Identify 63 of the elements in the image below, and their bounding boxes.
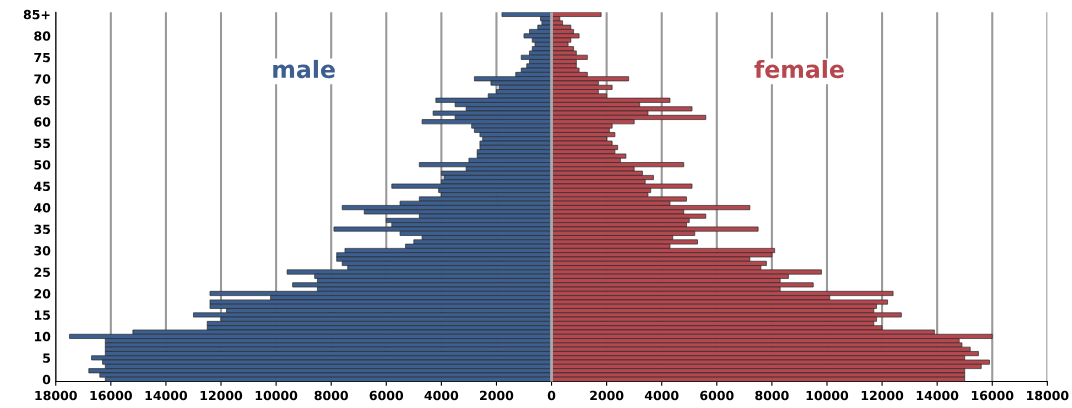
- y-tick-label: 85+: [23, 9, 50, 20]
- bar: [551, 226, 759, 232]
- bar: [551, 183, 693, 189]
- bar: [336, 256, 552, 262]
- x-tick-label: 6000: [700, 390, 734, 401]
- x-tick-label: 18000: [35, 390, 77, 401]
- x-tick-label: 8000: [755, 390, 789, 401]
- x-tick-label: 8000: [314, 390, 348, 401]
- text: male: [273, 59, 335, 79]
- bar: [551, 76, 630, 82]
- bar: [523, 33, 552, 39]
- bar: [432, 110, 552, 116]
- y-tick-label: 35: [34, 224, 51, 234]
- x-tick-label: 10000: [255, 390, 298, 401]
- y-tick-label: 65: [34, 95, 51, 106]
- bar: [551, 33, 580, 39]
- x-tick-label: 12000: [200, 390, 243, 401]
- y-tick-label: 55: [34, 138, 51, 149]
- bar: [551, 97, 671, 103]
- y-tick-label: 30: [34, 246, 51, 256]
- bar: [104, 346, 552, 352]
- y-tick-label: 50: [34, 160, 51, 170]
- y-tick-label: 10: [34, 331, 51, 342]
- bar: [551, 213, 707, 219]
- x-tick-label: 6000: [369, 390, 404, 401]
- text: female: [754, 59, 844, 79]
- x-tick-label: 4000: [424, 390, 459, 401]
- x-tick-label: 14000: [145, 390, 188, 401]
- bar: [209, 299, 552, 305]
- bar: [551, 106, 693, 112]
- x-tick-label: 16000: [90, 390, 132, 401]
- bar: [421, 119, 552, 125]
- y-tick-label: 70: [34, 74, 51, 84]
- bar: [435, 97, 552, 103]
- x-tick-label: 4000: [644, 390, 679, 401]
- bar: [551, 153, 627, 159]
- x-tick-label: 2000: [590, 390, 624, 401]
- y-tick-label: 20: [34, 288, 51, 299]
- x-tick-label: 14000: [916, 390, 959, 401]
- y-tick-label: 80: [34, 31, 51, 41]
- y-tick-label: 60: [34, 117, 51, 127]
- bar: [391, 183, 552, 189]
- y-tick-label: 75: [34, 52, 51, 63]
- x-tick-label: 10000: [806, 390, 849, 401]
- x-tick-label: 16000: [971, 390, 1014, 401]
- bar: [441, 170, 552, 176]
- x-tick-label: 18000: [1027, 390, 1069, 401]
- y-tick-label: 40: [34, 203, 51, 213]
- bar: [551, 359, 990, 365]
- y-tick-label: 15: [34, 310, 51, 320]
- y-tick-label: 25: [34, 267, 51, 277]
- bar: [551, 372, 966, 378]
- bar: [551, 24, 572, 30]
- x-tick-label: 0: [547, 390, 556, 401]
- bar: [333, 226, 552, 232]
- x-tick-label: 12000: [861, 390, 904, 401]
- x-tick-label: 2000: [480, 390, 514, 401]
- y-tick-label: 5: [43, 353, 51, 363]
- bar: [551, 299, 888, 305]
- y-tick-label: 0: [42, 374, 51, 385]
- y-tick-label: 45: [34, 181, 51, 192]
- bar: [479, 140, 552, 146]
- bar: [551, 196, 687, 202]
